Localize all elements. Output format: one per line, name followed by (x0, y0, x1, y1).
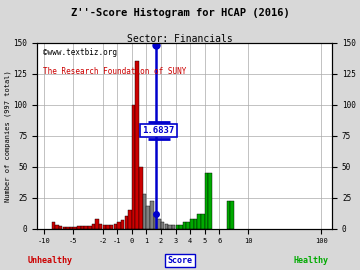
Bar (226, 201, 230, 228)
Bar (230, 201, 234, 228)
Bar (110, 225, 113, 228)
Bar (99, 224, 103, 228)
Bar (51, 222, 55, 228)
Bar (125, 216, 128, 228)
Bar (157, 219, 161, 228)
Text: ©www.textbiz.org: ©www.textbiz.org (43, 48, 117, 57)
Bar (66, 227, 70, 228)
Bar (183, 222, 186, 228)
Bar (84, 226, 88, 228)
Bar (168, 225, 172, 228)
Bar (95, 219, 99, 228)
Bar (70, 227, 73, 228)
Bar (194, 219, 197, 228)
Bar (77, 226, 81, 228)
Bar (143, 194, 146, 228)
Bar (81, 226, 84, 228)
Bar (55, 225, 59, 228)
Bar (92, 224, 95, 228)
Bar (201, 214, 204, 228)
Bar (147, 206, 150, 228)
Text: Z''-Score Histogram for HCAP (2016): Z''-Score Histogram for HCAP (2016) (71, 8, 289, 18)
Bar (88, 226, 91, 228)
Bar (117, 222, 121, 228)
Bar (176, 225, 179, 228)
Text: 1.6837: 1.6837 (143, 126, 175, 135)
Bar (106, 225, 110, 228)
Y-axis label: Number of companies (997 total): Number of companies (997 total) (4, 70, 11, 201)
Bar (208, 173, 212, 228)
Bar (186, 222, 190, 228)
Bar (59, 226, 62, 228)
Bar (179, 225, 183, 228)
Bar (63, 227, 66, 228)
Text: Unhealthy: Unhealthy (28, 256, 73, 265)
Text: Score: Score (167, 256, 193, 265)
Bar (205, 173, 208, 228)
Bar (132, 105, 135, 228)
Text: Sector: Financials: Sector: Financials (127, 34, 233, 44)
Bar (103, 225, 106, 228)
Text: The Research Foundation of SUNY: The Research Foundation of SUNY (43, 67, 186, 76)
Bar (113, 224, 117, 228)
Bar (150, 201, 153, 228)
Text: Healthy: Healthy (294, 256, 329, 265)
Bar (135, 61, 139, 228)
Bar (121, 220, 124, 228)
Bar (73, 227, 77, 228)
Bar (154, 216, 157, 228)
Bar (197, 214, 201, 228)
Bar (139, 167, 143, 228)
Bar (165, 224, 168, 228)
Bar (190, 219, 194, 228)
Bar (161, 222, 165, 228)
Bar (172, 225, 175, 228)
Bar (128, 210, 132, 228)
